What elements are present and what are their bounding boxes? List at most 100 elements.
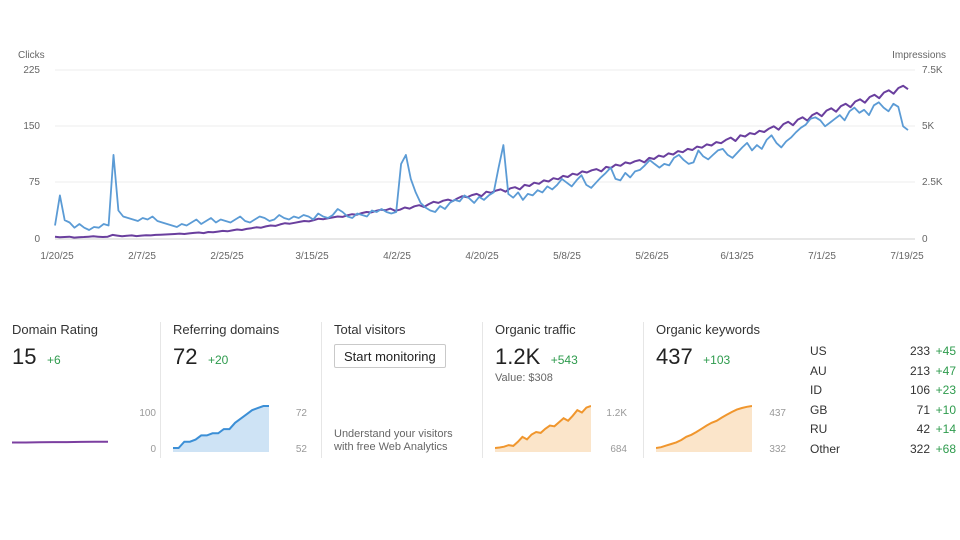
organic-traffic-tick-lo: 684: [610, 444, 627, 455]
web-analytics-note-line: with free Web Analytics: [334, 441, 448, 453]
divider: [160, 322, 161, 458]
x-tick-label: 5/26/25: [635, 251, 669, 262]
right-tick: 5K: [922, 121, 935, 132]
sparkline-line: [656, 405, 752, 449]
country-count: 42: [916, 422, 930, 437]
country-row[interactable]: US 233 +45: [810, 342, 956, 362]
country-delta: +10: [935, 402, 956, 417]
referring-domains-tick-hi: 72: [295, 408, 307, 419]
impressions-series-line: [54, 84, 909, 239]
sparkline-area: [173, 406, 269, 452]
total-visitors-card: Total visitors Start monitoring Understa…: [334, 322, 480, 458]
left-tick: 150: [23, 121, 40, 132]
domain-rating-title: Domain Rating: [12, 322, 98, 337]
domain-rating-sparkline: [12, 440, 108, 444]
referring-domains-delta: +20: [207, 353, 229, 367]
x-tick-label: 2/7/25: [128, 251, 156, 262]
organic-keywords-delta: +103: [703, 353, 731, 367]
clicks-axis-label: Clicks: [18, 50, 45, 61]
country-count: 71: [916, 402, 930, 417]
country-delta: +68: [935, 441, 956, 456]
country-row[interactable]: GB 71 +10: [810, 401, 956, 421]
domain-rating-tick-lo: 0: [150, 444, 156, 455]
domain-rating-value-row: 15 +6: [12, 344, 61, 370]
country-count: 213: [909, 363, 930, 378]
country-code: GB: [810, 402, 828, 417]
country-count: 106: [909, 383, 930, 398]
country-code: ID: [810, 383, 822, 398]
start-monitoring-button[interactable]: Start monitoring: [334, 344, 446, 368]
country-delta: +23: [935, 383, 956, 398]
referring-domains-title: Referring domains: [173, 322, 280, 337]
organic-traffic-value-row: 1.2K +543: [495, 344, 578, 370]
impressions-axis-label: Impressions: [892, 50, 946, 61]
divider: [321, 322, 322, 458]
referring-domains-value: 72: [173, 344, 198, 369]
keywords-by-country: US 233 +45 AU 213 +47 ID 106 +23 GB 71 +…: [810, 342, 956, 460]
x-tick-label: 1/20/25: [40, 251, 74, 262]
referring-domains-tick-lo: 52: [295, 444, 307, 455]
organic-keywords-tick-hi: 437: [769, 408, 786, 419]
country-row[interactable]: Other 322 +68: [810, 440, 956, 460]
x-tick-label: 7/1/25: [808, 251, 836, 262]
sparkline-area: [495, 406, 591, 452]
left-tick: 75: [29, 177, 41, 188]
x-tick-label: 5/8/25: [553, 251, 581, 262]
country-row[interactable]: RU 42 +14: [810, 420, 956, 440]
organic-keywords-tick-lo: 332: [769, 444, 786, 455]
clicks-series-line: [54, 101, 909, 231]
organic-traffic-tick-hi: 1.2K: [606, 408, 627, 419]
country-code: US: [810, 344, 827, 358]
organic-traffic-title: Organic traffic: [495, 322, 576, 337]
domain-rating-delta: +6: [46, 353, 61, 367]
country-code: Other: [810, 441, 841, 456]
left-tick: 225: [23, 65, 40, 76]
organic-keywords-value: 437: [656, 344, 693, 369]
country-count: 322: [909, 441, 930, 456]
performance-chart: Clicks Impressions 225 150 75 0 7.5K 5K …: [18, 50, 946, 262]
organic-keywords-card[interactable]: Organic keywords 437 +103 437 332: [656, 322, 802, 458]
organic-traffic-value: 1.2K: [495, 344, 541, 369]
web-analytics-note: Understand your visitors with free Web A…: [334, 428, 453, 454]
x-tick-label: 4/2/25: [383, 251, 411, 262]
domain-rating-tick-hi: 100: [139, 408, 156, 419]
divider: [643, 322, 644, 458]
referring-domains-card[interactable]: Referring domains 72 +20 72 52: [173, 322, 319, 458]
country-code: AU: [810, 363, 827, 378]
web-analytics-note-line: Understand your visitors: [334, 428, 453, 440]
country-code: RU: [810, 422, 828, 437]
total-visitors-title: Total visitors: [334, 322, 406, 337]
country-row[interactable]: ID 106 +23: [810, 381, 956, 401]
country-delta: +47: [935, 363, 956, 378]
sparkline-line: [12, 440, 108, 444]
domain-rating-value: 15: [12, 344, 37, 369]
organic-traffic-sparkline: [495, 405, 591, 452]
organic-traffic-delta: +543: [550, 353, 578, 367]
x-tick-label: 7/19/25: [890, 251, 924, 262]
x-axis-ticks: 1/20/25 2/7/25 2/25/25 3/15/25 4/2/25 4/20/25…: [40, 251, 924, 262]
sparkline-area: [656, 406, 752, 452]
x-tick-label: 6/13/25: [720, 251, 754, 262]
right-tick: 2.5K: [922, 177, 943, 188]
organic-traffic-value-sub: Value: $308: [495, 372, 553, 384]
right-tick: 7.5K: [922, 65, 943, 76]
referring-domains-sparkline: [173, 405, 269, 452]
country-delta: +14: [935, 422, 956, 437]
organic-traffic-card[interactable]: Organic traffic 1.2K +543 Value: $308 1.…: [495, 322, 641, 458]
right-tick: 0: [922, 234, 928, 245]
organic-keywords-value-row: 437 +103: [656, 344, 730, 370]
organic-keywords-sparkline: [656, 405, 752, 452]
sparkline-line: [173, 405, 269, 449]
country-count: 233: [909, 344, 930, 358]
x-tick-label: 3/15/25: [295, 251, 329, 262]
left-tick: 0: [34, 234, 40, 245]
sparkline-line: [495, 405, 591, 449]
divider: [482, 322, 483, 458]
referring-domains-value-row: 72 +20: [173, 344, 228, 370]
country-row[interactable]: AU 213 +47: [810, 362, 956, 382]
x-tick-label: 4/20/25: [465, 251, 499, 262]
organic-keywords-title: Organic keywords: [656, 322, 761, 337]
country-delta: +45: [935, 344, 956, 358]
x-tick-label: 2/25/25: [210, 251, 244, 262]
domain-rating-card[interactable]: Domain Rating 15 +6 100 0: [12, 322, 158, 458]
